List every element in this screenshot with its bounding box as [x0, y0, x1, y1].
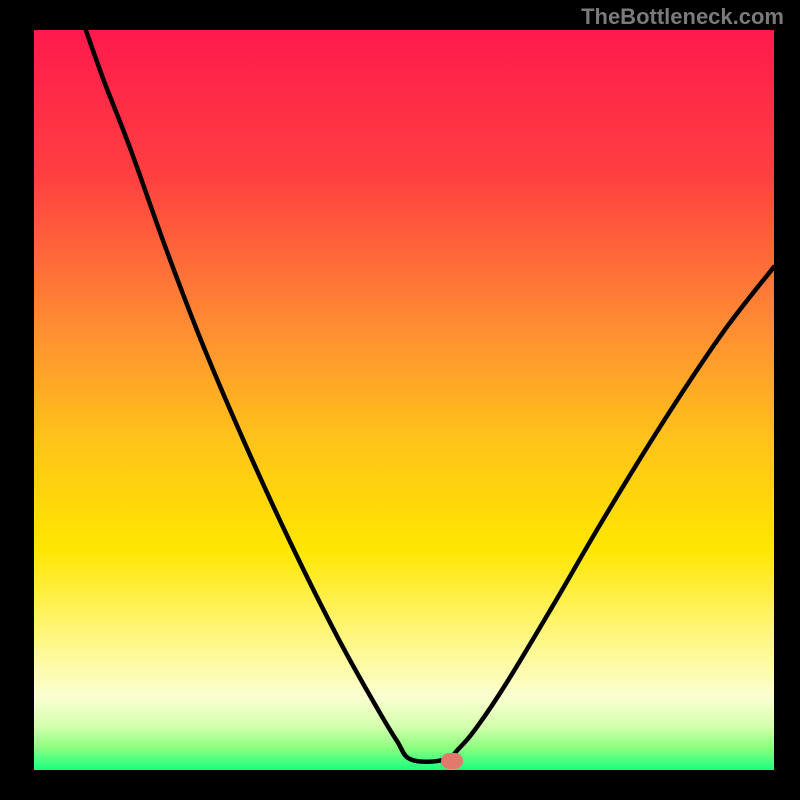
watermark-label: TheBottleneck.com	[581, 4, 784, 30]
bottleneck-curve	[34, 30, 774, 770]
chart-root: { "watermark": { "text": "TheBottleneck.…	[0, 0, 800, 800]
optimum-marker	[441, 753, 463, 769]
curve-path	[86, 30, 774, 762]
plot-area	[34, 30, 774, 770]
